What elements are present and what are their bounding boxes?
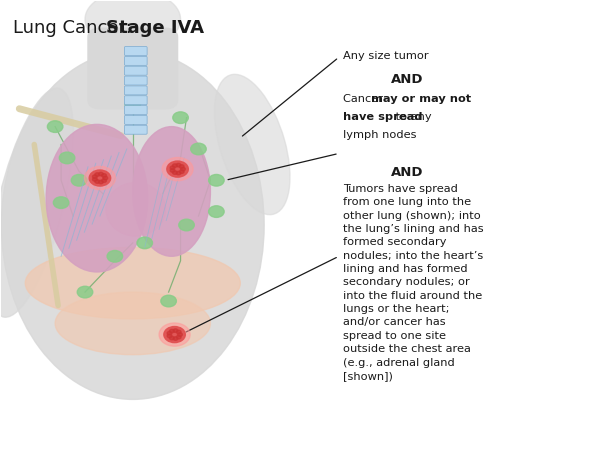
Text: have spread: have spread: [343, 112, 422, 122]
Circle shape: [92, 175, 97, 179]
FancyBboxPatch shape: [124, 76, 147, 85]
Circle shape: [176, 330, 181, 334]
Text: Tumors have spread
from one lung into the
other lung (shown); into
the lung’s li: Tumors have spread from one lung into th…: [343, 184, 484, 381]
Circle shape: [77, 286, 93, 298]
Ellipse shape: [85, 0, 181, 48]
Circle shape: [191, 143, 206, 155]
Ellipse shape: [106, 183, 166, 236]
Circle shape: [209, 175, 224, 186]
Circle shape: [167, 331, 172, 335]
Circle shape: [170, 166, 175, 170]
Text: AND: AND: [391, 166, 424, 179]
FancyBboxPatch shape: [124, 125, 147, 134]
Circle shape: [101, 179, 106, 182]
FancyBboxPatch shape: [88, 28, 178, 109]
Circle shape: [125, 99, 140, 110]
Ellipse shape: [133, 126, 211, 256]
Circle shape: [95, 173, 100, 176]
Circle shape: [209, 206, 224, 217]
Circle shape: [161, 295, 176, 307]
Circle shape: [159, 323, 190, 346]
Circle shape: [137, 237, 152, 249]
Circle shape: [162, 158, 193, 181]
Circle shape: [98, 180, 103, 184]
Circle shape: [173, 112, 188, 123]
Circle shape: [173, 329, 178, 333]
Circle shape: [178, 333, 182, 336]
FancyBboxPatch shape: [124, 106, 147, 115]
Circle shape: [103, 176, 107, 180]
FancyBboxPatch shape: [124, 96, 147, 105]
Circle shape: [176, 335, 181, 339]
Ellipse shape: [55, 292, 211, 355]
Circle shape: [59, 152, 75, 164]
Text: Any size tumor: Any size tumor: [343, 50, 428, 61]
Text: lymph nodes: lymph nodes: [343, 130, 416, 140]
Circle shape: [107, 251, 122, 262]
Ellipse shape: [1, 50, 264, 400]
Circle shape: [170, 329, 174, 333]
Text: Stage IVA: Stage IVA: [106, 19, 204, 37]
Text: AND: AND: [391, 73, 424, 86]
Circle shape: [164, 327, 185, 342]
Circle shape: [89, 170, 110, 186]
FancyBboxPatch shape: [124, 86, 147, 95]
Text: Cancer: Cancer: [343, 94, 386, 104]
Ellipse shape: [214, 74, 290, 215]
Circle shape: [167, 334, 172, 338]
Text: to any: to any: [392, 112, 432, 122]
Circle shape: [176, 171, 181, 175]
Circle shape: [53, 197, 69, 208]
Ellipse shape: [0, 88, 73, 317]
Circle shape: [179, 219, 194, 231]
Ellipse shape: [25, 248, 240, 319]
Circle shape: [170, 336, 174, 340]
Circle shape: [47, 121, 63, 132]
Circle shape: [98, 172, 103, 176]
Circle shape: [170, 169, 175, 172]
Circle shape: [85, 166, 115, 189]
Circle shape: [173, 337, 178, 340]
FancyBboxPatch shape: [124, 116, 147, 124]
Circle shape: [167, 161, 188, 177]
Circle shape: [179, 170, 184, 173]
Circle shape: [176, 163, 181, 167]
Circle shape: [71, 175, 87, 186]
Circle shape: [181, 167, 185, 171]
Circle shape: [172, 164, 177, 167]
FancyBboxPatch shape: [124, 46, 147, 55]
Text: Lung Cancer:: Lung Cancer:: [13, 19, 138, 37]
Ellipse shape: [46, 124, 148, 272]
FancyBboxPatch shape: [124, 56, 147, 65]
Circle shape: [95, 180, 100, 183]
Circle shape: [92, 178, 97, 181]
Circle shape: [179, 165, 184, 168]
FancyBboxPatch shape: [124, 66, 147, 75]
Circle shape: [172, 171, 177, 174]
Circle shape: [101, 174, 106, 177]
Text: may or may not: may or may not: [371, 94, 472, 104]
